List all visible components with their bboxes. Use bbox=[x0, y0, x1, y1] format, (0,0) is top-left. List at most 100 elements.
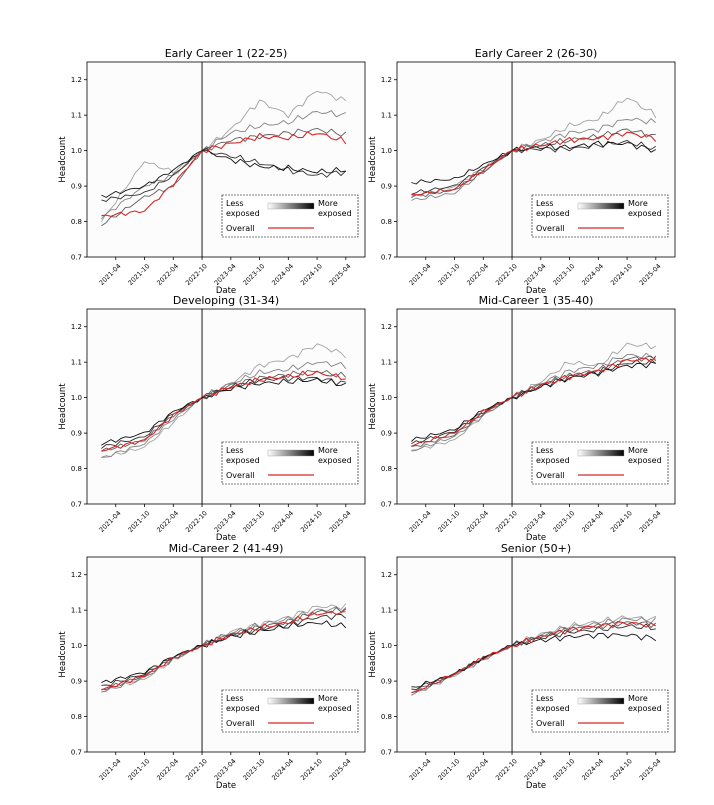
y-tick-label: 1.1 bbox=[381, 607, 392, 615]
panel-title: Early Career 1 (22-25) bbox=[165, 47, 288, 60]
y-tick-label: 1.0 bbox=[381, 394, 392, 402]
series-line bbox=[101, 131, 347, 217]
legend-less-label: exposed bbox=[226, 704, 260, 713]
legend-overall-label: Overall bbox=[226, 224, 255, 233]
chart-panel-3: Developing (31-34) 0.7 0.8 0.9 1.0 1.1 1.2 2021… bbox=[58, 294, 366, 543]
y-tick-label: 0.7 bbox=[381, 254, 392, 262]
x-tick-label: 2024-04 bbox=[580, 757, 605, 782]
plot-frame bbox=[396, 556, 676, 753]
legend-more-label: More bbox=[628, 446, 648, 455]
chart-panel-2: Early Career 2 (26-30) 0.7 0.8 0.9 1.0 1.1 1.2… bbox=[368, 47, 676, 296]
legend-less-label: Less bbox=[226, 694, 244, 703]
chart-panel-1: Early Career 1 (22-25) 0.7 0.8 0.9 1.0 1.1 1.2… bbox=[58, 47, 366, 296]
series-line bbox=[101, 608, 347, 691]
legend-exposure-gradient bbox=[267, 697, 315, 705]
panel-title: Early Career 2 (26-30) bbox=[475, 47, 598, 60]
legend-less-label: exposed bbox=[536, 209, 570, 218]
x-tick-label: 2022-04 bbox=[155, 262, 180, 287]
legend-more-label: exposed bbox=[628, 704, 662, 713]
legend-more-label: exposed bbox=[628, 456, 662, 465]
y-axis-label: Headcount bbox=[368, 631, 378, 678]
y-tick-label: 1.2 bbox=[381, 76, 392, 84]
x-tick-label: 2021-10 bbox=[126, 509, 151, 534]
x-tick-label: 2025-04 bbox=[638, 509, 663, 534]
panel-title: Senior (50+) bbox=[501, 542, 571, 555]
y-axis-label: Headcount bbox=[58, 383, 68, 430]
y-tick-label: 1.2 bbox=[71, 323, 82, 331]
y-tick-label: 0.7 bbox=[381, 749, 392, 757]
series-line bbox=[101, 110, 346, 220]
legend-more-label: More bbox=[628, 694, 648, 703]
x-tick-label: 2024-10 bbox=[299, 757, 324, 782]
x-tick-label: 2025-04 bbox=[328, 757, 353, 782]
x-tick-label: 2022-10 bbox=[494, 509, 519, 534]
plot-frame bbox=[396, 61, 676, 258]
y-tick-label: 1.0 bbox=[71, 147, 82, 155]
x-tick-label: 2023-04 bbox=[523, 757, 548, 782]
x-axis-label: Date bbox=[526, 533, 546, 543]
x-tick-label: 2022-04 bbox=[465, 262, 490, 287]
x-tick-label: 2024-04 bbox=[580, 509, 605, 534]
legend-more-label: exposed bbox=[318, 456, 352, 465]
y-tick-label: 1.0 bbox=[71, 394, 82, 402]
y-tick-label: 1.1 bbox=[381, 112, 392, 120]
legend-more-label: More bbox=[318, 694, 338, 703]
panel-title: Developing (31-34) bbox=[173, 294, 279, 307]
y-tick-label: 1.0 bbox=[381, 642, 392, 650]
y-tick-label: 0.7 bbox=[71, 501, 82, 509]
legend-less-label: exposed bbox=[226, 209, 260, 218]
y-tick-label: 1.2 bbox=[381, 571, 392, 579]
x-tick-label: 2023-10 bbox=[551, 262, 576, 287]
legend-more-label: exposed bbox=[318, 209, 352, 218]
legend-less-label: exposed bbox=[226, 456, 260, 465]
y-tick-label: 0.7 bbox=[71, 749, 82, 757]
y-tick-label: 0.7 bbox=[71, 254, 82, 262]
panel-title: Mid-Career 2 (41-49) bbox=[169, 542, 284, 555]
y-tick-label: 1.2 bbox=[71, 571, 82, 579]
legend-less-label: Less bbox=[226, 199, 244, 208]
legend-exposure-gradient bbox=[577, 449, 625, 457]
plot-frame bbox=[86, 61, 366, 258]
legend-more-label: More bbox=[318, 199, 338, 208]
x-tick-label: 2022-10 bbox=[184, 757, 209, 782]
legend-less-label: Less bbox=[536, 199, 554, 208]
x-tick-label: 2024-10 bbox=[609, 509, 634, 534]
legend-box bbox=[221, 194, 359, 238]
y-tick-label: 1.1 bbox=[71, 112, 82, 120]
x-tick-label: 2024-10 bbox=[609, 757, 634, 782]
x-tick-label: 2023-10 bbox=[241, 262, 266, 287]
series-line bbox=[101, 127, 347, 227]
y-axis-label: Headcount bbox=[368, 383, 378, 430]
x-tick-label: 2021-10 bbox=[436, 509, 461, 534]
x-tick-label: 2022-10 bbox=[184, 509, 209, 534]
legend-overall-label: Overall bbox=[226, 719, 255, 728]
x-tick-label: 2022-04 bbox=[465, 757, 490, 782]
series-line bbox=[101, 377, 346, 446]
x-tick-label: 2025-04 bbox=[638, 757, 663, 782]
legend-exposure-gradient bbox=[267, 449, 315, 457]
y-tick-label: 1.0 bbox=[381, 147, 392, 155]
y-tick-label: 0.9 bbox=[71, 183, 82, 191]
y-tick-label: 0.9 bbox=[381, 183, 392, 191]
legend-box bbox=[221, 441, 359, 485]
y-tick-label: 0.8 bbox=[71, 713, 82, 721]
plot-frame bbox=[86, 556, 366, 753]
y-axis-label: Headcount bbox=[368, 136, 378, 183]
y-tick-label: 1.2 bbox=[381, 323, 392, 331]
y-tick-label: 0.8 bbox=[381, 465, 392, 473]
x-tick-label: 2024-04 bbox=[270, 509, 295, 534]
x-tick-label: 2021-04 bbox=[408, 262, 433, 287]
y-tick-label: 0.9 bbox=[381, 430, 392, 438]
x-tick-label: 2024-10 bbox=[299, 509, 324, 534]
x-tick-label: 2024-10 bbox=[609, 262, 634, 287]
legend-more-label: exposed bbox=[318, 704, 352, 713]
legend-less-label: exposed bbox=[536, 704, 570, 713]
x-tick-label: 2023-10 bbox=[241, 509, 266, 534]
series-line bbox=[411, 352, 656, 451]
